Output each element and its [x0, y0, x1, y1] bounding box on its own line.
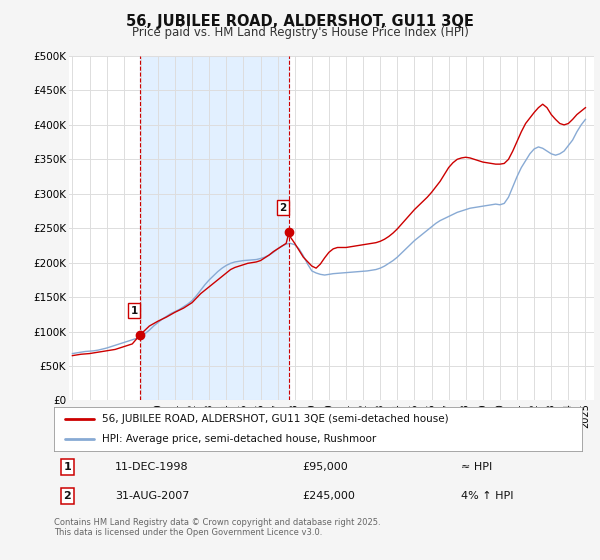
- Text: 2: 2: [280, 203, 287, 213]
- Text: 1: 1: [64, 462, 71, 472]
- Text: 11-DEC-1998: 11-DEC-1998: [115, 462, 188, 472]
- Text: £245,000: £245,000: [302, 491, 355, 501]
- Text: 56, JUBILEE ROAD, ALDERSHOT, GU11 3QE (semi-detached house): 56, JUBILEE ROAD, ALDERSHOT, GU11 3QE (s…: [101, 414, 448, 424]
- Text: £95,000: £95,000: [302, 462, 348, 472]
- Text: ≈ HPI: ≈ HPI: [461, 462, 492, 472]
- Text: 56, JUBILEE ROAD, ALDERSHOT, GU11 3QE: 56, JUBILEE ROAD, ALDERSHOT, GU11 3QE: [126, 14, 474, 29]
- Text: 2: 2: [64, 491, 71, 501]
- Text: 31-AUG-2007: 31-AUG-2007: [115, 491, 189, 501]
- Text: HPI: Average price, semi-detached house, Rushmoor: HPI: Average price, semi-detached house,…: [101, 434, 376, 444]
- Text: 4% ↑ HPI: 4% ↑ HPI: [461, 491, 513, 501]
- Bar: [140, 56, 289, 400]
- Text: Contains HM Land Registry data © Crown copyright and database right 2025.
This d: Contains HM Land Registry data © Crown c…: [54, 518, 380, 538]
- Text: 1: 1: [130, 306, 137, 316]
- Text: Price paid vs. HM Land Registry's House Price Index (HPI): Price paid vs. HM Land Registry's House …: [131, 26, 469, 39]
